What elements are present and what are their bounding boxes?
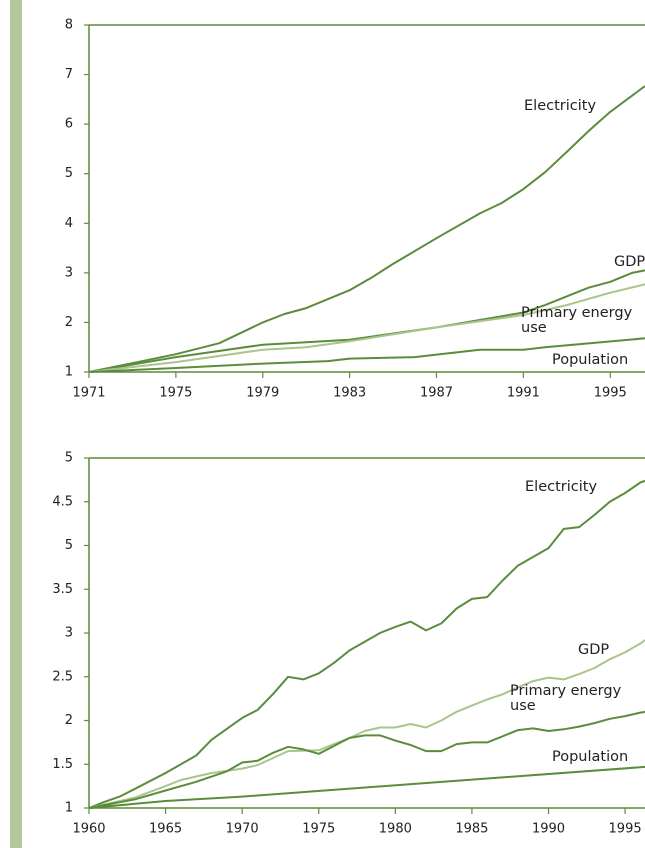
series-label: GDP: [614, 254, 645, 270]
series-label: Population: [552, 749, 628, 765]
y-tick-label: 1: [65, 801, 73, 816]
y-tick-label: 4: [65, 216, 73, 231]
y-tick-label: 2: [65, 315, 73, 330]
series-line: [88, 765, 645, 809]
y-tick-label: 1.5: [52, 757, 73, 772]
x-tick-label: 1971: [72, 386, 105, 401]
y-tick-label: 3.5: [52, 582, 73, 597]
series-label: Electricity: [525, 479, 597, 495]
series-label: Primary energy use: [521, 305, 633, 336]
series-label: Population: [552, 352, 628, 368]
y-tick-label: 5: [65, 451, 73, 466]
x-tick-label: 1991: [507, 386, 540, 401]
y-tick-label: 5: [65, 166, 73, 181]
y-tick-label: 3: [65, 265, 73, 280]
series-label: Electricity: [524, 98, 596, 114]
y-tick-label: 5: [65, 538, 73, 553]
y-tick-label: 1: [65, 365, 73, 380]
x-tick-label: 1979: [246, 386, 279, 401]
x-tick-label: 1970: [226, 822, 259, 837]
x-tick-label: 1960: [72, 822, 105, 837]
x-tick-label: 1985: [455, 822, 488, 837]
x-tick-label: 1983: [333, 386, 366, 401]
x-tick-label: 1990: [532, 822, 565, 837]
x-tick-label: 1965: [149, 822, 182, 837]
y-tick-label: 3: [65, 626, 73, 641]
series-line: [88, 85, 645, 373]
y-tick-label: 2.5: [52, 669, 73, 684]
y-tick-label: 8: [65, 18, 73, 33]
y-tick-label: 6: [65, 117, 73, 132]
series-line: [88, 283, 645, 373]
y-tick-label: 4.5: [52, 494, 73, 509]
x-tick-label: 1980: [379, 822, 412, 837]
series-line: [88, 639, 645, 809]
series-line: [88, 479, 645, 809]
x-tick-label: 1975: [302, 822, 335, 837]
series-line: [88, 269, 645, 373]
series-line: [88, 710, 645, 809]
y-tick-label: 7: [65, 67, 73, 82]
x-tick-label: 1987: [420, 386, 453, 401]
x-tick-label: 1975: [159, 386, 192, 401]
series-label: GDP: [578, 642, 609, 658]
y-tick-label: 2: [65, 713, 73, 728]
x-tick-label: 1995: [609, 822, 642, 837]
x-tick-label: 1995: [594, 386, 627, 401]
side-bar: [10, 0, 22, 848]
series-label: Primary energy use: [510, 683, 622, 714]
series-line: [88, 337, 645, 373]
